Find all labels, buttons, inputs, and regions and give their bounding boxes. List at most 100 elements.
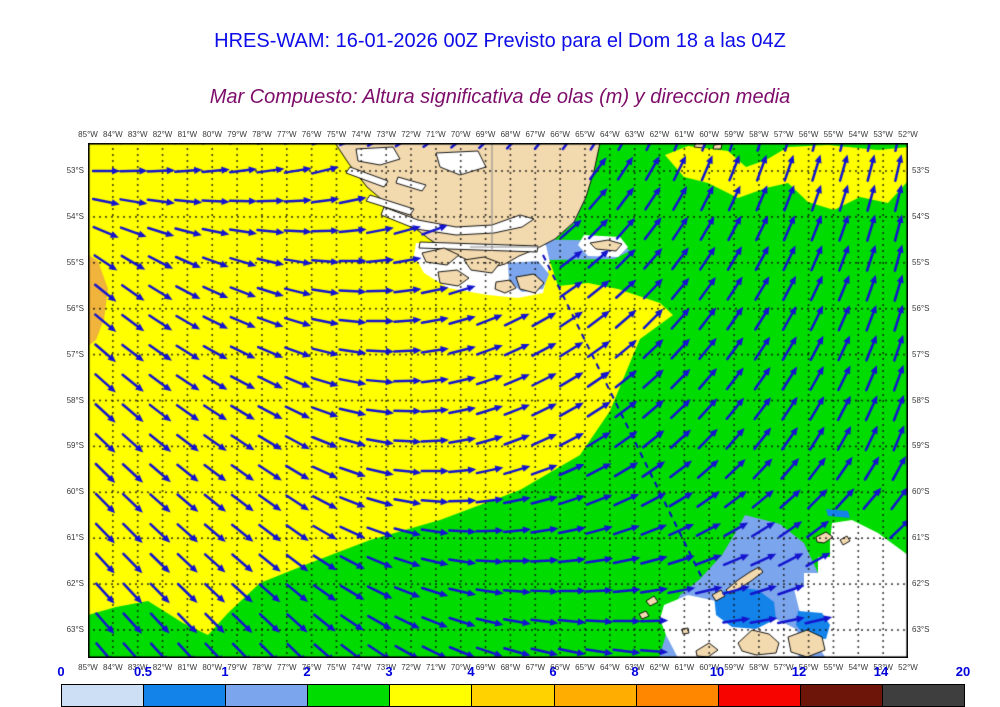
- lon-label-top: 56°W: [798, 130, 819, 139]
- lat-label-left: 53°S: [66, 166, 84, 175]
- lon-label-bottom: 75°W: [326, 663, 347, 672]
- lat-label-left: 61°S: [66, 533, 84, 543]
- lon-label-bottom: 55°W: [823, 663, 844, 672]
- lon-label-top: 70°W: [450, 130, 471, 139]
- lon-label-bottom: 78°W: [252, 663, 272, 672]
- lon-label-bottom: 71°W: [426, 663, 446, 672]
- lon-label-bottom: 65°W: [575, 663, 595, 672]
- lon-label-top: 53°W: [873, 130, 893, 139]
- lat-label-right: 54°S: [912, 211, 930, 221]
- lon-label-bottom: 80°W: [202, 663, 223, 672]
- lon-label-top: 80°W: [202, 130, 223, 139]
- lon-label-top: 82°W: [152, 130, 173, 139]
- lon-label-bottom: 56°W: [798, 663, 819, 672]
- colorbar-segment: [307, 685, 390, 706]
- lon-label-bottom: 60°W: [699, 663, 720, 672]
- lon-label-bottom: 63°W: [624, 663, 645, 672]
- lon-label-bottom: 79°W: [227, 663, 247, 672]
- lon-label-top: 67°W: [525, 130, 546, 139]
- lat-label-right: 55°S: [912, 257, 930, 267]
- lat-label-left: 59°S: [66, 441, 84, 451]
- lat-label-left: 54°S: [66, 211, 84, 221]
- lon-label-top: 62°W: [649, 130, 670, 139]
- lon-label-top: 74°W: [351, 130, 372, 139]
- lat-label-left: 63°S: [66, 625, 84, 634]
- lat-label-left: 56°S: [66, 303, 84, 313]
- lon-label-bottom: 73°W: [376, 663, 396, 672]
- lat-label-right: 59°S: [912, 441, 930, 451]
- colorbar-tick-label: 3: [385, 664, 393, 679]
- lon-label-bottom: 59°W: [724, 663, 744, 672]
- colorbar-tick-label: 14: [873, 664, 889, 679]
- colorbar-segment: [635, 685, 718, 706]
- lon-label-top: 81°W: [177, 130, 198, 139]
- lon-label-top: 77°W: [276, 130, 297, 139]
- colorbar-tick-label: 0: [57, 664, 65, 679]
- page-title: HRES-WAM: 16-01-2026 00Z Previsto para e…: [214, 30, 786, 52]
- lon-label-top: 52°W: [898, 130, 918, 139]
- lon-label-top: 73°W: [376, 130, 396, 139]
- lon-label-top: 83°W: [127, 130, 148, 139]
- lon-label-bottom: 57°W: [773, 663, 794, 672]
- lon-label-top: 66°W: [550, 130, 570, 139]
- colorbar-tick-label: 10: [709, 664, 725, 679]
- lat-label-right: 56°S: [912, 303, 930, 313]
- lon-label-top: 60°W: [699, 130, 720, 139]
- lon-label-bottom: 64°W: [599, 663, 620, 672]
- lat-label-right: 62°S: [912, 579, 930, 589]
- colorbar-tick-label: 12: [791, 664, 807, 679]
- lon-label-top: 55°W: [823, 130, 844, 139]
- colorbar-tick-label: 8: [631, 664, 639, 679]
- lon-label-bottom: 58°W: [749, 663, 769, 672]
- lat-label-right: 63°S: [912, 625, 930, 634]
- lat-label-right: 61°S: [912, 533, 930, 543]
- lon-label-top: 58°W: [749, 130, 769, 139]
- colorbar-tick-label: 1: [221, 664, 229, 679]
- lon-label-bottom: 72°W: [401, 663, 421, 672]
- lon-label-top: 68°W: [500, 130, 521, 139]
- lon-label-bottom: 54°W: [848, 663, 869, 672]
- colorbar-segment: [225, 685, 308, 706]
- colorbar-segment: [881, 685, 965, 706]
- lon-label-bottom: 68°W: [500, 663, 521, 672]
- lon-label-bottom: 74°W: [351, 663, 372, 672]
- lon-label-top: 84°W: [103, 130, 123, 139]
- lon-label-bottom: 85°W: [78, 663, 98, 672]
- lon-label-bottom: 81°W: [177, 663, 198, 672]
- forecast-map-canvas: [88, 143, 908, 658]
- lon-label-bottom: 66°W: [550, 663, 570, 672]
- lon-label-top: 85°W: [78, 130, 98, 139]
- lon-label-bottom: 62°W: [649, 663, 670, 672]
- lon-label-top: 64°W: [599, 130, 620, 139]
- lon-label-bottom: 77°W: [276, 663, 297, 672]
- wave-height-colorbar: [61, 684, 965, 707]
- page-subtitle: Mar Compuesto: Altura significativa de o…: [209, 86, 791, 108]
- colorbar-tick-label: 20: [955, 664, 971, 679]
- lon-label-top: 71°W: [426, 130, 446, 139]
- lat-label-left: 62°S: [66, 579, 84, 589]
- lon-label-top: 54°W: [848, 130, 869, 139]
- colorbar-segment: [799, 685, 882, 706]
- lon-label-top: 75°W: [326, 130, 347, 139]
- colorbar-tick-label: 4: [467, 664, 475, 679]
- lon-label-bottom: 70°W: [450, 663, 471, 672]
- lat-label-left: 60°S: [66, 487, 84, 497]
- colorbar-segment: [62, 685, 144, 706]
- lon-label-bottom: 83°W: [127, 663, 148, 672]
- lon-label-top: 59°W: [724, 130, 744, 139]
- colorbar-tick-label: 6: [549, 664, 557, 679]
- lat-label-right: 53°S: [912, 166, 930, 175]
- colorbar-segment: [143, 685, 226, 706]
- lat-label-left: 55°S: [66, 257, 84, 267]
- lat-label-left: 58°S: [66, 395, 84, 405]
- lon-label-top: 78°W: [252, 130, 272, 139]
- colorbar-tick-label: 2: [303, 664, 311, 679]
- lon-label-top: 57°W: [773, 130, 794, 139]
- lat-label-right: 58°S: [912, 395, 930, 405]
- colorbar-tick-label: 0.5: [133, 664, 153, 679]
- lat-label-right: 60°S: [912, 487, 930, 497]
- colorbar-segment: [471, 685, 554, 706]
- lon-label-bottom: 84°W: [103, 663, 123, 672]
- lon-label-bottom: 82°W: [152, 663, 173, 672]
- lon-label-top: 69°W: [475, 130, 496, 139]
